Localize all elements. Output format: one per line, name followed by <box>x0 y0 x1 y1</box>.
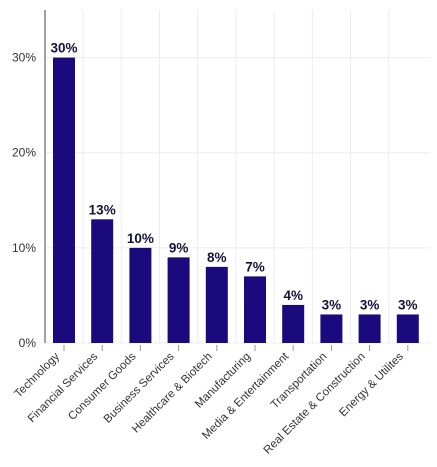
data-label: 13% <box>89 202 116 217</box>
data-labels: 30% 13% 10% 9% 8% 7% 4% 3% 3% 3% <box>50 41 417 313</box>
bar <box>244 276 266 343</box>
bar <box>358 314 381 343</box>
y-tick-label: 20% <box>12 146 36 160</box>
data-label: 30% <box>50 41 77 56</box>
data-label: 3% <box>360 297 380 312</box>
data-label: 3% <box>322 297 342 312</box>
data-label: 3% <box>398 297 418 312</box>
bar <box>320 314 343 343</box>
bar <box>282 304 305 343</box>
bar <box>205 266 228 343</box>
x-tick-label: Financial Services <box>26 350 101 425</box>
y-tick-label: 10% <box>12 241 36 255</box>
data-label: 4% <box>283 288 303 303</box>
grid <box>45 10 430 344</box>
x-tick-label: Consumer Goods <box>66 350 138 422</box>
y-tick-labels: 0% 10% 20% 30% <box>12 51 36 350</box>
y-tick-label: 0% <box>19 336 37 350</box>
data-label: 8% <box>207 250 227 265</box>
bar <box>91 219 114 343</box>
bar <box>167 257 190 343</box>
bar <box>53 57 75 343</box>
x-tick-label: Energy & Utilites <box>337 350 406 419</box>
y-tick-label: 30% <box>12 51 36 65</box>
bar <box>129 247 152 343</box>
x-tick-label: Business Services <box>102 350 177 425</box>
data-label: 9% <box>169 240 189 255</box>
data-label: 10% <box>127 231 154 246</box>
data-label: 7% <box>245 259 265 274</box>
bars <box>53 57 419 343</box>
bar <box>396 314 419 343</box>
